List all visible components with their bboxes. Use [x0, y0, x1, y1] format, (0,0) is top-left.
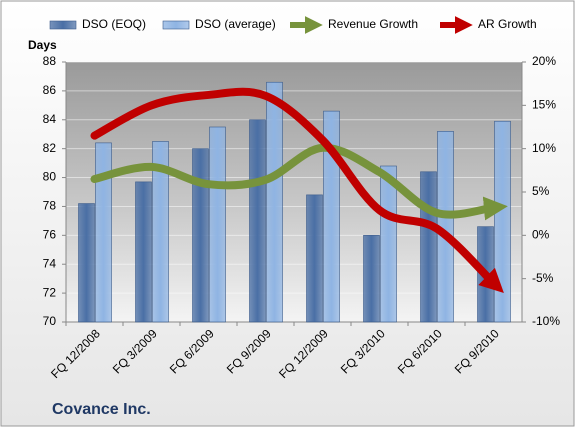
y-axis-label: Days [28, 38, 57, 52]
legend-label: AR Growth [478, 17, 537, 31]
y-tick-label: 86 [43, 83, 57, 97]
y2-tick-label: 0% [532, 228, 550, 242]
line [90, 87, 504, 293]
bar [152, 141, 169, 323]
legend-label: Revenue Growth [328, 17, 418, 31]
y-tick-label: 80 [43, 170, 57, 184]
legend-swatch [49, 20, 77, 30]
y2-tick-label: 5% [532, 184, 550, 198]
bar [420, 171, 437, 323]
y2-tick-label: -10% [532, 314, 560, 328]
y-tick-label: 76 [43, 228, 57, 242]
y-tick-label: 84 [43, 112, 57, 126]
bar [78, 203, 95, 323]
y2-tick-label: 15% [532, 98, 556, 112]
y-tick-label: 72 [43, 285, 57, 299]
bar [95, 142, 112, 323]
bar [135, 181, 152, 323]
y2-tick-label: 10% [532, 141, 556, 155]
bar [209, 126, 226, 323]
bar [249, 119, 266, 323]
bar [192, 148, 209, 323]
bar [363, 235, 380, 323]
legend-label: DSO (average) [195, 17, 276, 31]
y-tick-label: 88 [43, 54, 57, 68]
y2-tick-label: 20% [532, 54, 556, 68]
y-tick-label: 70 [43, 314, 57, 328]
y-tick-label: 82 [43, 141, 57, 155]
bar [266, 81, 283, 323]
legend-swatch [162, 20, 190, 30]
line [90, 143, 508, 221]
bar [323, 110, 340, 323]
bar [306, 194, 323, 323]
bar [494, 120, 511, 323]
bar [380, 165, 397, 323]
y-tick-label: 78 [43, 199, 57, 213]
legend-label: DSO (EOQ) [82, 17, 146, 31]
y-tick-label: 74 [43, 256, 57, 270]
y2-tick-label: -5% [532, 271, 554, 285]
footer-title: Covance Inc. [52, 401, 151, 418]
